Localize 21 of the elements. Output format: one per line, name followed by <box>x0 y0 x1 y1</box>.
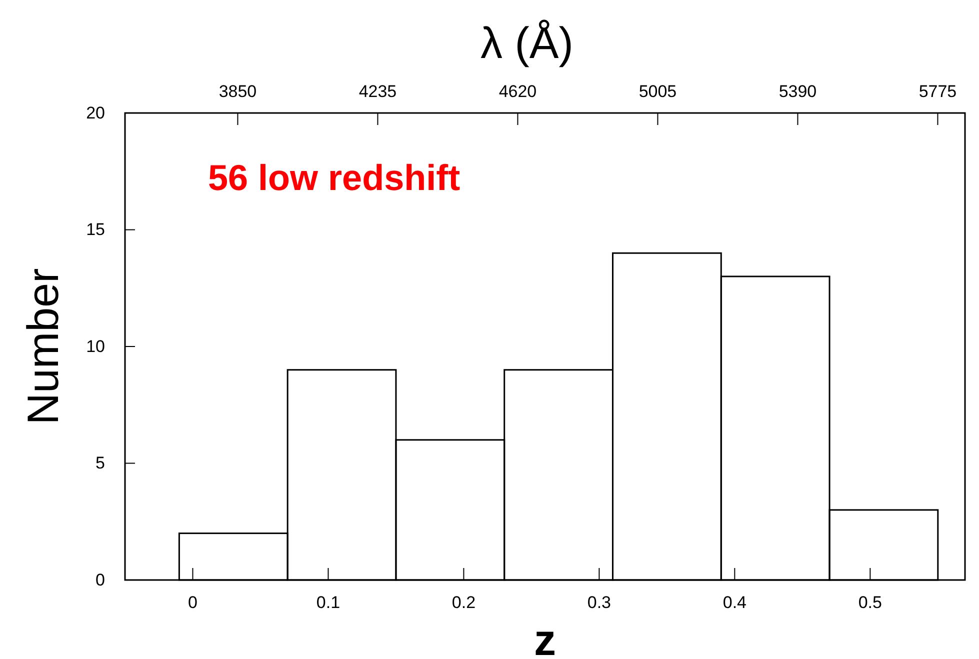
x2-tick-label: 4235 <box>358 82 397 101</box>
y-tick-label: 20 <box>86 103 105 122</box>
x2-tick-label: 4620 <box>498 82 537 101</box>
x-tick-label: 0.4 <box>722 593 746 612</box>
y-tick-label: 5 <box>96 454 105 473</box>
y-tick-label: 0 <box>96 570 105 590</box>
x2-tick-label: 3850 <box>218 82 257 101</box>
x2-tick-label: 5005 <box>638 82 677 101</box>
x-tick-label: 0.1 <box>316 593 340 612</box>
x2-axis-title: λ (Å) <box>480 19 574 68</box>
x-tick-label: 0.5 <box>858 593 882 612</box>
x2-tick-label: 5775 <box>918 82 957 101</box>
y-axis-title: Number <box>19 268 68 425</box>
x-axis-title: z <box>534 616 556 659</box>
x-tick-label: 0 <box>188 593 198 612</box>
annotation: 56 low redshift <box>208 157 460 198</box>
x-tick-label: 0.3 <box>587 593 612 612</box>
x2-tick-label: 5390 <box>778 82 817 101</box>
x-tick-label: 0.2 <box>452 593 476 612</box>
y-tick-label: 10 <box>86 336 105 356</box>
y-tick-label: 15 <box>86 220 105 240</box>
